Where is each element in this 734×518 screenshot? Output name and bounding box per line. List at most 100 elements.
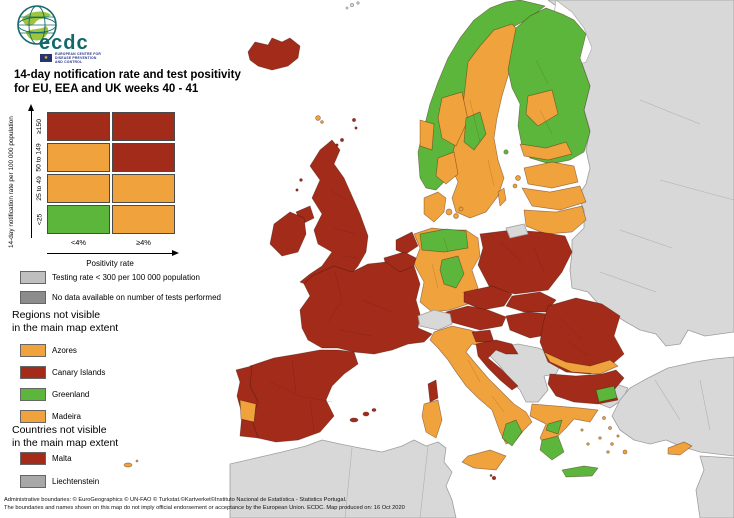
region-north-africa xyxy=(229,439,457,518)
matrix-x-axis-label: Positivity rate xyxy=(86,259,134,268)
legend-label-madeira: Madeira xyxy=(52,412,81,421)
region-netherlands xyxy=(395,231,419,255)
matrix-cell-r3c0 xyxy=(47,205,110,234)
legend-label-no-data: No data available on number of tests per… xyxy=(52,293,221,302)
matrix-cell-r0c1 xyxy=(112,112,175,141)
region-denmark xyxy=(423,191,447,223)
region-svalbard-isles xyxy=(345,1,360,10)
matrix-cell-r3c1 xyxy=(112,205,175,234)
region-norway-southwest xyxy=(419,119,435,151)
region-denmark-isles xyxy=(445,206,464,219)
y-axis-arrow-icon xyxy=(28,104,34,111)
region-sicily xyxy=(461,449,507,471)
region-iceland xyxy=(247,37,301,71)
legend-label-malta: Malta xyxy=(52,454,72,463)
matrix-row-label-1: 50 to 149 xyxy=(36,143,44,172)
legend-label-canary-islands: Canary Islands xyxy=(52,368,106,377)
legend-label-azores: Azores xyxy=(52,346,77,355)
region-germany-central xyxy=(439,255,465,289)
region-switzerland xyxy=(417,309,453,331)
region-estonia xyxy=(523,161,579,189)
matrix-col-label-1: ≥4% xyxy=(136,238,151,247)
region-greece-central xyxy=(545,419,563,435)
globe-icon xyxy=(17,5,57,45)
region-aegean-islands xyxy=(580,416,628,455)
region-sardinia xyxy=(421,399,443,439)
region-cyprus xyxy=(667,441,693,456)
x-axis-arrow-icon xyxy=(172,250,179,256)
region-germany-north xyxy=(419,228,469,253)
eu-flag-icon: ★ xyxy=(40,54,52,62)
gray-internal-borders xyxy=(344,99,734,518)
credits-line2: The boundaries and names shown on this m… xyxy=(4,504,405,511)
legend-swatch-canary-islands xyxy=(20,366,46,379)
region-norway-southeast xyxy=(435,151,459,185)
countries-not-visible-heading: Countries not visible in the main map ex… xyxy=(12,424,119,449)
matrix-cell-r2c0 xyxy=(47,174,110,203)
matrix-y-axis-label: 14-day notification rate per 100 000 pop… xyxy=(8,116,15,248)
region-romania-south xyxy=(543,351,619,375)
region-calabria xyxy=(501,419,523,447)
matrix-cell-r0c0 xyxy=(47,112,110,141)
region-slovakia xyxy=(505,291,557,313)
ecdc-logo: ecdc ★ EUROPEAN CENTRE FOR DISEASE PREVE… xyxy=(8,2,128,64)
region-croatia xyxy=(475,339,519,391)
map-title: 14-day notification rate and test positi… xyxy=(14,68,241,96)
region-corsica xyxy=(427,379,439,403)
matrix-row-label-3: <25 xyxy=(36,213,43,226)
region-france xyxy=(299,261,433,355)
map-title-line1: 14-day notification rate and test positi… xyxy=(14,69,241,81)
region-poland xyxy=(477,229,573,295)
matrix-cell-r2c1 xyxy=(112,174,175,203)
region-kaliningrad xyxy=(505,223,529,239)
legend-label-testing-rate: Testing rate < 300 per 100 000 populatio… xyxy=(52,273,200,282)
region-ireland xyxy=(269,211,307,257)
region-bulgaria-southeast xyxy=(595,385,618,403)
region-czechia xyxy=(463,285,513,311)
region-sweden-central xyxy=(463,111,487,151)
region-aland xyxy=(503,149,509,155)
legend-swatch-malta xyxy=(20,452,46,465)
region-balearics xyxy=(349,408,377,423)
ecdc-caption: EUROPEAN CENTRE FOR DISEASE PREVENTION A… xyxy=(55,52,101,64)
ecdc-wordmark: ecdc xyxy=(39,32,89,54)
region-slovenia xyxy=(471,329,495,343)
matrix-col-label-0: <4% xyxy=(70,238,87,247)
legend-label-greenland: Greenland xyxy=(52,390,90,399)
region-finland-south xyxy=(519,141,573,161)
credits-line1: Administrative boundaries: © EuroGeograp… xyxy=(4,497,347,503)
legend-label-liechtenstein: Liechtenstein xyxy=(52,477,100,486)
region-madeira-isles xyxy=(123,459,139,468)
region-latvia xyxy=(521,185,587,211)
region-middle-east xyxy=(695,455,734,518)
x-axis-line xyxy=(47,253,173,254)
region-peloponnese xyxy=(539,435,565,461)
region-malta-isles xyxy=(489,474,497,481)
map-title-line2: for EU, EEA and UK weeks 40 - 41 xyxy=(14,83,199,95)
matrix-row-label-2: 25 to 49 xyxy=(36,176,44,201)
matrix-cell-r1c1 xyxy=(112,143,175,172)
legend-swatch-no-data xyxy=(20,291,46,304)
legend-swatch-greenland xyxy=(20,388,46,401)
region-faroe xyxy=(315,115,324,124)
legend-swatch-testing-rate xyxy=(20,271,46,284)
region-gotland xyxy=(497,187,507,207)
region-turkey xyxy=(611,356,734,457)
region-crete xyxy=(561,465,599,478)
region-lithuania xyxy=(523,205,587,235)
matrix-cell-r1c0 xyxy=(47,143,110,172)
matrix-row-label-0: ≥150 xyxy=(36,118,44,135)
legend-swatch-liechtenstein xyxy=(20,475,46,488)
region-finland xyxy=(507,7,591,165)
region-spain xyxy=(249,349,359,443)
region-estonia-isles xyxy=(512,175,521,189)
region-finland-central xyxy=(525,89,559,127)
region-portugal-alentejo xyxy=(239,399,257,423)
map-credits: Administrative boundaries: © EuroGeograp… xyxy=(4,497,730,512)
internal-borders xyxy=(269,59,589,433)
legend-swatch-azores xyxy=(20,344,46,357)
region-norway-central xyxy=(437,91,469,147)
region-scottish-isles xyxy=(295,118,358,192)
